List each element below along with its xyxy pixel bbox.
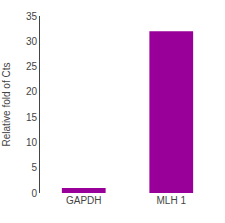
svg-text:MLH 1: MLH 1: [157, 195, 187, 206]
svg-text:GAPDH: GAPDH: [66, 195, 102, 206]
svg-text:35: 35: [26, 11, 38, 22]
svg-text:25: 25: [26, 61, 38, 72]
svg-text:0: 0: [31, 188, 37, 199]
svg-text:5: 5: [31, 162, 37, 173]
svg-text:Relative fold of Cts: Relative fold of Cts: [1, 63, 12, 147]
svg-text:30: 30: [26, 36, 38, 47]
svg-text:10: 10: [26, 137, 38, 148]
svg-text:15: 15: [26, 112, 38, 123]
svg-text:20: 20: [26, 86, 38, 97]
